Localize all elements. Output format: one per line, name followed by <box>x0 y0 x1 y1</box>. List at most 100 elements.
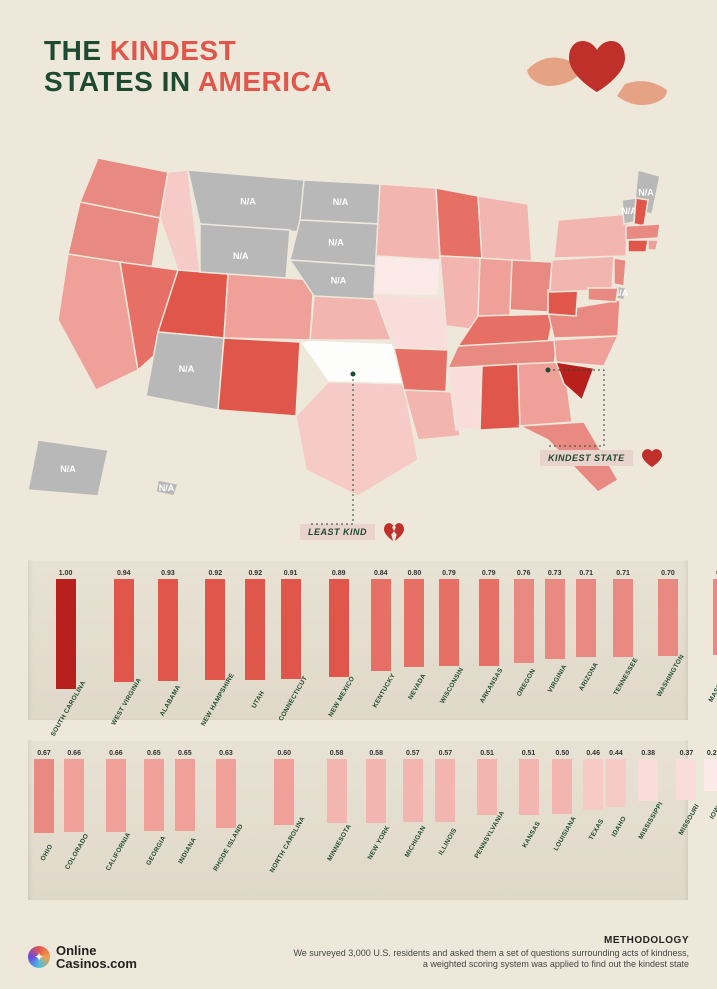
state-ri <box>648 240 658 250</box>
bar-rect <box>435 759 455 822</box>
bar-colorado: 0.66COLORADO <box>54 750 94 896</box>
na-label: N/A <box>240 197 256 207</box>
bar-value: 0.29 <box>707 750 717 757</box>
bar-arizona: 0.71ARIZONA <box>570 570 602 716</box>
bar-label: WASHINGTON <box>656 653 686 698</box>
bar-label: CONNECTICUT <box>278 675 309 722</box>
bar-rect <box>552 759 572 814</box>
kindest-label: KINDEST STATE <box>540 450 633 466</box>
bar-value: 0.67 <box>37 750 51 757</box>
page-title: THE KINDEST STATES IN AMERICA <box>44 36 332 98</box>
state-nh <box>634 198 648 226</box>
bar-georgia: 0.65GEORGIA <box>137 750 170 896</box>
bar-label: KENTUCKY <box>371 673 396 710</box>
bar-rect <box>366 759 386 823</box>
hand-right-icon <box>617 81 667 105</box>
bar-kansas: 0.51KANSAS <box>514 750 543 896</box>
bar-label: OREGON <box>516 667 537 697</box>
bar-value: 0.93 <box>161 570 175 577</box>
bar-minnesota: 0.58MINNESOTA <box>316 750 357 896</box>
bar-rect <box>403 759 423 822</box>
methodology-block: METHODOLOGY We surveyed 3,000 U.S. resid… <box>289 935 689 971</box>
bar-value: 0.73 <box>548 570 562 577</box>
bar-louisiana: 0.50 LOUISIANA <box>543 750 581 896</box>
bar-rect <box>106 759 126 832</box>
bar-value: 0.50 <box>556 750 570 757</box>
bar-value: 0.58 <box>369 750 383 757</box>
bar-value: 0.46 <box>586 750 600 757</box>
logo-mark-icon <box>28 946 50 968</box>
bar-value: 0.65 <box>147 750 161 757</box>
bar-label: INDIANA <box>178 836 199 865</box>
bar-value: 0.58 <box>330 750 344 757</box>
bar-value: 0.92 <box>248 570 262 577</box>
bar-label: NEVADA <box>407 673 427 701</box>
bar-value: 0.80 <box>408 570 422 577</box>
bar-alabama: 0.93 ALABAMA <box>150 570 185 716</box>
na-label: N/A <box>159 483 175 493</box>
bar-label: ARKANSAS <box>479 667 505 704</box>
bar-value: 0.71 <box>616 570 630 577</box>
bar-chart-row-2: 0.67OHIO0.66COLORADO0.66CALIFORNIA0.65GE… <box>28 740 688 900</box>
bar-rect <box>439 579 459 666</box>
bar-label: TENNESSEE <box>613 657 640 697</box>
bar-rect <box>576 579 596 657</box>
bar-nevada: 0.80 NEVADA <box>400 570 429 716</box>
bar-value: 0.84 <box>374 570 388 577</box>
hands-heart-illustration <box>517 20 677 120</box>
bar-iowa: 0.29IOWA <box>704 750 717 896</box>
bar-value: 1.00 <box>59 570 73 577</box>
state-wi <box>436 188 482 258</box>
bar-label: NEW HAMPSHIRE <box>200 672 236 727</box>
bar-value: 0.70 <box>661 570 675 577</box>
state-co <box>224 274 314 340</box>
bar-rect <box>519 759 539 815</box>
bar-value: 0.92 <box>209 570 223 577</box>
bar-value: 0.76 <box>517 570 531 577</box>
bar-label: NEW MEXICO <box>327 675 356 718</box>
bar-value: 0.66 <box>67 750 81 757</box>
bar-label: RHODE ISLAND <box>213 823 246 872</box>
bar-rect <box>583 759 603 810</box>
na-label: N/A <box>328 238 344 248</box>
title-the: THE <box>44 35 110 66</box>
bar-rect <box>545 579 565 659</box>
bar-label: CALIFORNIA <box>105 831 133 872</box>
bar-rect <box>327 759 347 823</box>
bar-new-mexico: 0.89 NEW MEXICO <box>316 570 362 716</box>
state-ny <box>554 214 628 258</box>
bar-value: 0.44 <box>609 750 623 757</box>
bar-missouri: 0.37MISSOURI <box>669 750 704 896</box>
bar-north-carolina: 0.60NORTH CAROLINA <box>253 750 316 896</box>
bar-label: MISSOURI <box>678 803 701 836</box>
heart-icon <box>641 448 663 468</box>
bar-rect <box>274 759 294 825</box>
logo-line2: Casinos.com <box>56 957 137 971</box>
state-il <box>440 256 480 330</box>
bar-value: 0.60 <box>277 750 291 757</box>
bar-label: WEST VIRGINIA <box>110 677 143 727</box>
bar-value: 0.89 <box>332 570 346 577</box>
heart-icon <box>569 41 625 92</box>
bar-west-virginia: 0.94WEST VIRGINIA <box>97 570 150 716</box>
na-label: N/A <box>331 276 347 286</box>
bar-texas: 0.46TEXAS <box>582 750 605 896</box>
bar-label: MICHIGAN <box>404 824 428 858</box>
bar-label: PENNSYLVANIA <box>474 810 507 860</box>
bar-label: LOUISIANA <box>553 815 578 852</box>
bar-value: 0.57 <box>406 750 420 757</box>
na-label: N/A <box>638 188 654 198</box>
na-label: N/A <box>179 364 195 374</box>
bar-illinois: 0.57ILLINOIS <box>430 750 460 896</box>
state-mo <box>374 294 448 350</box>
bar-south-carolina: 1.00SOUTH CAROLINA <box>34 570 97 716</box>
bar-rect <box>144 759 164 831</box>
bar-rect <box>638 759 658 801</box>
bar-oregon: 0.76 OREGON <box>508 570 539 716</box>
bar-virginia: 0.73 VIRGINIA <box>539 570 570 716</box>
bar-label: ALABAMA <box>159 684 183 718</box>
methodology-title: METHODOLOGY <box>289 935 689 946</box>
bar-label: UTAH <box>251 690 266 710</box>
bar-label: VIRGINIA <box>547 664 569 695</box>
state-nm <box>218 338 300 416</box>
